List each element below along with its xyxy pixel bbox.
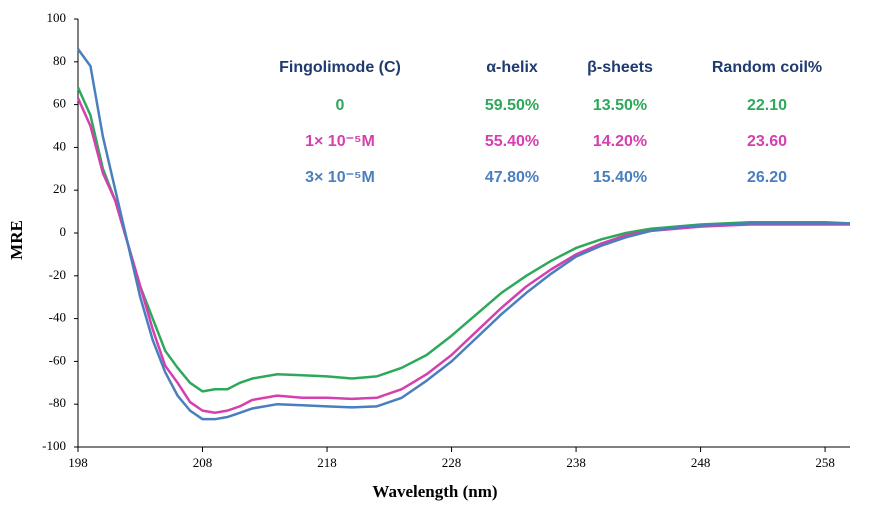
x-tick-label: 228 xyxy=(442,455,462,470)
table-cell: 14.20% xyxy=(593,133,647,150)
series-line xyxy=(76,48,850,421)
y-tick-label: -60 xyxy=(49,352,66,367)
x-tick-label: 258 xyxy=(815,455,835,470)
table-cell: 1× 10⁻⁵M xyxy=(305,133,375,150)
table-cell: 22.10 xyxy=(747,97,787,114)
table-cell: 55.40% xyxy=(485,133,539,150)
table-header: α-helix xyxy=(486,59,538,76)
x-tick-label: 238 xyxy=(566,455,586,470)
table-header: Random coil% xyxy=(712,59,822,76)
table-cell: 23.60 xyxy=(747,133,787,150)
x-tick-label: 208 xyxy=(193,455,213,470)
y-tick-label: 20 xyxy=(53,181,66,196)
y-tick-label: 80 xyxy=(53,53,66,68)
table-header: Fingolimode (C) xyxy=(279,59,401,76)
x-tick-label: 218 xyxy=(317,455,337,470)
y-tick-label: 60 xyxy=(53,96,66,111)
x-axis-title: Wavelength (nm) xyxy=(372,482,497,501)
series-line xyxy=(76,86,851,393)
y-tick-label: 40 xyxy=(53,138,66,153)
table-cell: 47.80% xyxy=(485,169,539,186)
y-tick-label: -40 xyxy=(49,310,66,325)
table-cell: 26.20 xyxy=(747,169,787,186)
table-cell: 15.40% xyxy=(593,169,647,186)
table-header: β-sheets xyxy=(587,59,653,76)
y-tick-label: -20 xyxy=(49,267,66,282)
y-axis-title: MRE xyxy=(7,220,26,260)
table-cell: 0 xyxy=(336,97,345,114)
series-line xyxy=(76,97,850,415)
table-cell: 3× 10⁻⁵M xyxy=(305,169,375,186)
x-tick-label: 198 xyxy=(68,455,88,470)
table-cell: 59.50% xyxy=(485,97,539,114)
y-tick-label: 0 xyxy=(60,224,67,239)
x-tick-label: 248 xyxy=(691,455,711,470)
y-tick-label: 100 xyxy=(47,10,67,25)
y-tick-label: -80 xyxy=(49,395,66,410)
y-tick-label: -100 xyxy=(42,438,66,453)
table-cell: 13.50% xyxy=(593,97,647,114)
